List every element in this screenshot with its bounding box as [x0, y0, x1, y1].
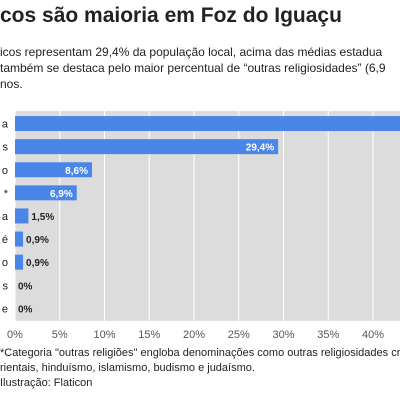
x-tick-label: 35% — [317, 329, 339, 341]
x-tick-label: 0% — [7, 329, 23, 341]
x-tick-label: 15% — [138, 329, 160, 341]
subtitle-line-2: também se destaca pelo maior percentual … — [0, 61, 386, 75]
footnote-line-3: Ilustração: Flaticon — [0, 377, 93, 389]
bar — [15, 162, 92, 178]
data-label: 0,9% — [26, 235, 49, 246]
chart-subtitle: icos representam 29,4% da população loca… — [0, 44, 400, 92]
bar — [15, 139, 279, 155]
bar-chart: 0% 5% 10% 15% 20% 25% 30% 35% 40%as 29,4%o 8,6%* 6,… — [2, 111, 400, 341]
bar — [15, 208, 29, 224]
data-label: 1,5% — [31, 212, 54, 223]
subtitle-line-3: nos. — [0, 77, 23, 91]
category-label: a — [2, 211, 9, 223]
x-tick-label: 10% — [93, 329, 115, 341]
category-label: o — [2, 165, 8, 177]
category-label: a — [2, 119, 9, 131]
category-label: e — [2, 303, 8, 315]
x-tick-label: 25% — [228, 329, 250, 341]
data-label: 0,9% — [26, 258, 49, 269]
footnote-line-1: *Categoria "outras religiões" engloba de… — [0, 347, 400, 359]
subtitle-line-1: icos representam 29,4% da população loca… — [0, 45, 383, 59]
footnote-line-2: rientais, hinduísmo, islamismo, budismo … — [0, 362, 255, 374]
data-label: 6,9% — [50, 189, 73, 200]
x-tick-label: 30% — [272, 329, 294, 341]
bar — [15, 185, 77, 201]
bar — [15, 116, 400, 132]
data-label: 0% — [18, 304, 33, 315]
data-label: 8,6% — [65, 166, 88, 177]
bar — [15, 254, 24, 270]
category-label: é — [2, 234, 8, 246]
category-label: * — [4, 188, 9, 200]
category-label: s — [3, 142, 9, 154]
x-tick-label: 20% — [183, 329, 205, 341]
x-tick-label: 5% — [52, 329, 68, 341]
chart-title: cos são maioria em Foz do Iguaçu — [0, 4, 342, 27]
category-label: o — [2, 257, 8, 269]
x-tick-label: 40% — [362, 329, 384, 341]
data-label: 0% — [18, 281, 33, 292]
category-label: s — [3, 280, 9, 292]
chart-footnote: *Categoria "outras religiões" engloba de… — [0, 346, 400, 391]
data-label: 29,4% — [246, 143, 274, 154]
bar — [15, 231, 24, 247]
